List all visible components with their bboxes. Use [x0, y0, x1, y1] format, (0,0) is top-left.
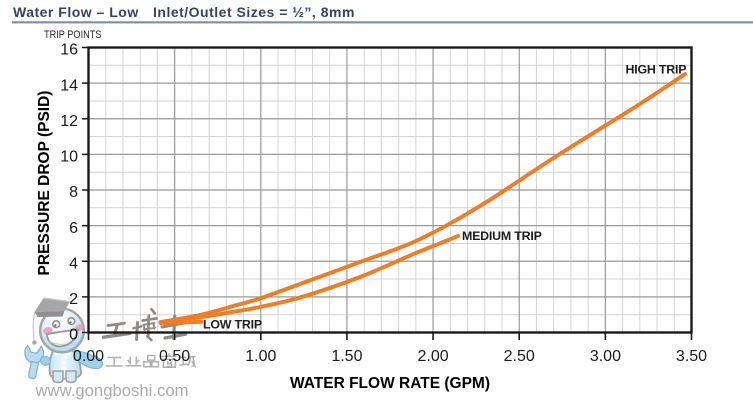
svg-text:12: 12: [60, 113, 78, 130]
svg-text:14: 14: [60, 77, 78, 94]
svg-text:16: 16: [60, 42, 78, 59]
svg-text:TRIP POINTS: TRIP POINTS: [44, 29, 102, 41]
svg-text:1.50: 1.50: [331, 348, 362, 365]
svg-text:LOW TRIP: LOW TRIP: [203, 318, 262, 332]
svg-text:3.00: 3.00: [590, 348, 621, 365]
svg-text:Water Flow – Low: Water Flow – Low: [13, 4, 139, 20]
svg-text:4: 4: [69, 255, 78, 272]
svg-text:HIGH TRIP: HIGH TRIP: [626, 63, 687, 77]
svg-text:PRESSURE DROP (PSID): PRESSURE DROP (PSID): [36, 91, 53, 276]
svg-text:www.gongboshi.com: www.gongboshi.com: [35, 381, 189, 400]
svg-text:0.00: 0.00: [73, 348, 104, 365]
svg-text:WATER FLOW RATE (GPM): WATER FLOW RATE (GPM): [290, 375, 490, 392]
svg-text:8: 8: [69, 184, 78, 201]
svg-text:3.50: 3.50: [676, 348, 707, 365]
svg-text:2.50: 2.50: [504, 348, 535, 365]
svg-text:0.50: 0.50: [159, 348, 190, 365]
svg-text:10: 10: [60, 149, 78, 166]
svg-text:2: 2: [69, 291, 78, 308]
svg-text:6: 6: [69, 220, 78, 237]
svg-text:Inlet/Outlet Sizes = ½”, 8mm: Inlet/Outlet Sizes = ½”, 8mm: [153, 4, 355, 20]
svg-text:2.00: 2.00: [418, 348, 449, 365]
svg-text:1.00: 1.00: [245, 348, 276, 365]
svg-text:MEDIUM TRIP: MEDIUM TRIP: [462, 229, 542, 243]
svg-text:0: 0: [69, 327, 78, 344]
